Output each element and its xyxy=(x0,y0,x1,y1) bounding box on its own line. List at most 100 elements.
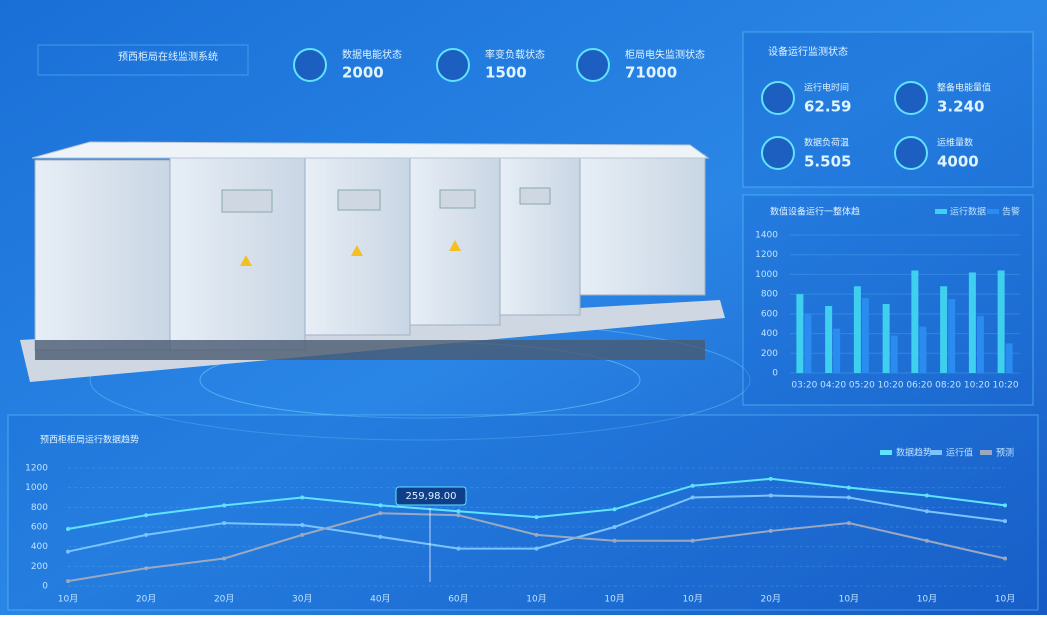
stat-icon xyxy=(576,48,610,82)
status-icon xyxy=(761,81,795,115)
stat-label: 率变负载状态 xyxy=(485,48,545,61)
legend-label: 预测 xyxy=(996,448,1014,459)
point xyxy=(690,538,695,543)
x-tick-label: 30月 xyxy=(292,594,312,605)
point xyxy=(66,526,70,531)
stat-icon xyxy=(436,48,470,82)
bar xyxy=(976,315,984,373)
point xyxy=(846,521,851,526)
x-tick-label: 03:20 xyxy=(791,381,817,391)
status-icon xyxy=(894,136,928,170)
x-tick-label: 20月 xyxy=(761,594,781,605)
bar xyxy=(853,286,861,373)
bar xyxy=(861,298,869,373)
legend-label: 告警 xyxy=(1002,206,1020,218)
y-tick-label: 0 xyxy=(772,369,778,379)
x-tick-label: 10月 xyxy=(604,594,624,605)
x-tick-label: 06:20 xyxy=(906,381,932,391)
legend-swatch xyxy=(930,450,942,455)
legend-label: 数据趋势 xyxy=(896,447,932,459)
point xyxy=(612,538,617,543)
legend-swatch xyxy=(880,450,892,455)
y-tick-label: 600 xyxy=(761,309,778,319)
y-tick-label: 400 xyxy=(761,329,778,339)
point xyxy=(378,511,383,516)
point xyxy=(456,546,461,551)
panel xyxy=(7,414,1039,611)
y-tick-label: 400 xyxy=(31,542,48,552)
x-tick-label: 10月 xyxy=(917,594,937,605)
point xyxy=(222,503,227,508)
status-value: 62.59 xyxy=(804,98,851,116)
status-icon xyxy=(761,136,795,170)
x-tick-label: 20月 xyxy=(136,594,156,605)
point xyxy=(144,532,149,537)
bar xyxy=(997,270,1005,373)
status-label: 运维量数 xyxy=(937,137,973,149)
point xyxy=(222,556,227,561)
status-value: 5.505 xyxy=(804,153,851,171)
x-tick-label: 04:20 xyxy=(820,381,846,391)
x-tick-label: 10月 xyxy=(526,594,546,605)
x-tick-label: 10月 xyxy=(58,594,78,605)
x-tick-label: 10月 xyxy=(995,594,1015,605)
header-title: 预西柜局在线监测系统 xyxy=(118,50,218,63)
y-tick-label: 800 xyxy=(31,503,48,513)
y-tick-label: 1000 xyxy=(25,483,48,493)
point xyxy=(846,495,851,500)
legend-label: 运行数据 xyxy=(950,206,986,218)
tooltip-box xyxy=(395,486,467,506)
chart-title: 数值设备运行一整体趋 xyxy=(770,206,860,218)
y-tick-label: 1400 xyxy=(755,231,778,241)
bar xyxy=(968,272,976,373)
point xyxy=(144,566,149,571)
point xyxy=(66,549,70,554)
panel-title: 设备运行监测状态 xyxy=(768,45,848,58)
point xyxy=(300,523,305,528)
point xyxy=(924,538,929,543)
point xyxy=(300,532,305,537)
point xyxy=(690,495,695,500)
cabinet-illustration xyxy=(20,141,725,382)
y-tick-label: 1000 xyxy=(755,270,778,280)
stat-value: 1500 xyxy=(485,64,527,82)
point xyxy=(66,579,70,584)
point xyxy=(768,493,773,498)
status-value: 4000 xyxy=(937,153,979,171)
legend-swatch xyxy=(987,209,999,214)
y-tick-label: 200 xyxy=(761,349,778,359)
bar xyxy=(796,294,804,373)
point xyxy=(690,483,695,488)
stat-label: 数据电能状态 xyxy=(342,48,402,61)
y-tick-label: 200 xyxy=(31,562,48,572)
point xyxy=(456,513,461,518)
y-tick-label: 1200 xyxy=(25,464,48,474)
y-tick-label: 0 xyxy=(42,582,48,592)
point xyxy=(378,534,383,539)
annotation: 259,98.00 xyxy=(406,491,457,502)
point xyxy=(612,525,617,529)
stat-value: 71000 xyxy=(625,64,677,82)
x-tick-label: 10:20 xyxy=(878,381,904,391)
point xyxy=(924,509,929,514)
x-tick-label: 10月 xyxy=(839,594,859,605)
bar xyxy=(825,305,833,373)
point xyxy=(300,495,305,500)
point xyxy=(456,509,461,514)
bar xyxy=(890,335,898,373)
point xyxy=(534,546,539,551)
point xyxy=(534,532,539,537)
bar xyxy=(1005,343,1013,373)
point xyxy=(378,503,383,508)
point xyxy=(846,485,851,490)
bar xyxy=(940,286,948,373)
x-tick-label: 08:20 xyxy=(935,381,961,391)
status-label: 运行电时间 xyxy=(804,82,849,94)
bar xyxy=(911,270,919,373)
chart-title: 预西柜柜局运行数据趋势 xyxy=(40,434,139,446)
point xyxy=(1003,556,1007,561)
x-tick-label: 40月 xyxy=(370,594,390,605)
x-tick-label: 05:20 xyxy=(849,381,875,391)
